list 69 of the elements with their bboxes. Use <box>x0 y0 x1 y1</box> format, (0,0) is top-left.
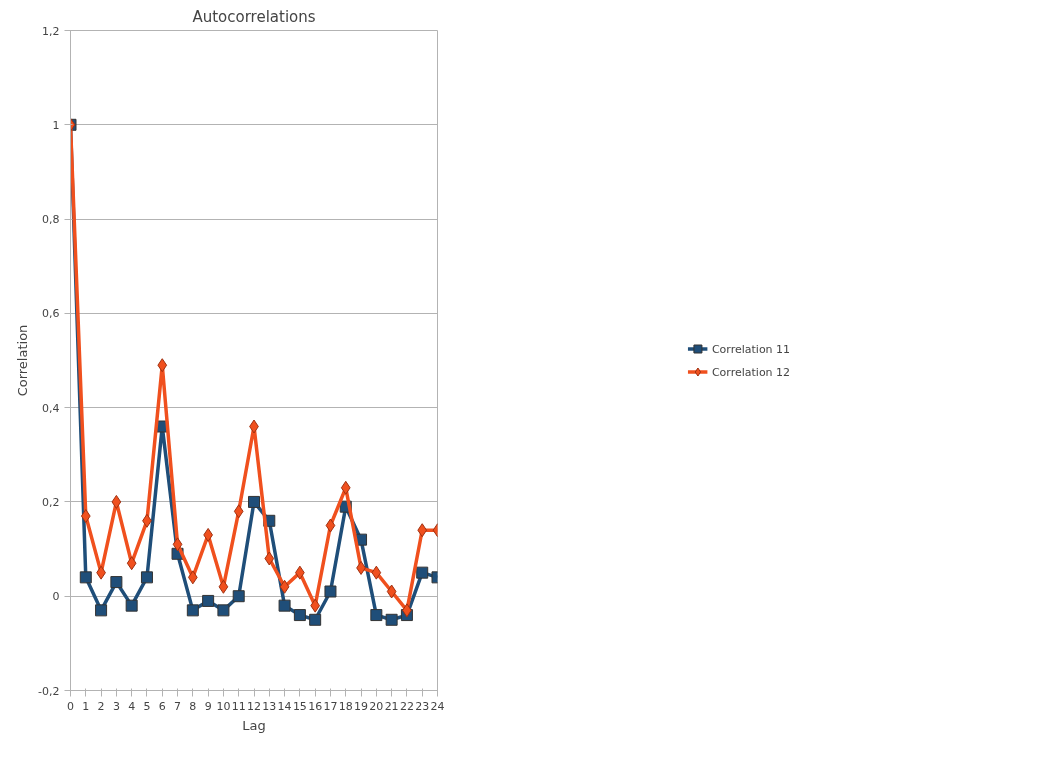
x-tick-label: 3 <box>112 699 120 713</box>
point <box>95 604 108 617</box>
y-tick-label: 1 <box>52 118 60 132</box>
point <box>417 523 428 538</box>
x-tick-label: 9 <box>204 699 212 713</box>
point <box>324 585 337 598</box>
point <box>140 571 153 584</box>
x-tick-label: 4 <box>128 699 136 713</box>
x-tick-label: 24 <box>430 699 445 713</box>
x-tick-label: 14 <box>277 699 292 713</box>
point <box>111 494 122 509</box>
point <box>385 613 398 626</box>
x-tick-label: 19 <box>354 699 369 713</box>
y-tick-label: 0,8 <box>42 213 60 227</box>
x-tick-label: 20 <box>369 699 384 713</box>
point <box>157 358 168 373</box>
x-tick-label: 6 <box>158 699 166 713</box>
point <box>325 518 336 533</box>
point <box>416 566 429 579</box>
point <box>279 579 290 594</box>
legend-label: Correlation 12 <box>711 365 791 378</box>
point <box>340 480 351 495</box>
point <box>233 504 244 519</box>
x-tick-label: 1 <box>82 699 90 713</box>
point <box>217 604 230 617</box>
point <box>80 509 91 524</box>
y-tick-label: 0,2 <box>42 495 60 509</box>
point <box>278 599 291 612</box>
point <box>386 584 397 599</box>
x-tick-label: 22 <box>399 699 414 713</box>
x-tick-label: 12 <box>247 699 261 713</box>
x-tick-label: 13 <box>262 699 277 713</box>
point <box>248 495 260 508</box>
point <box>370 609 383 622</box>
x-axis-title: Lag <box>242 717 266 733</box>
point <box>293 609 306 622</box>
point <box>232 590 245 603</box>
point <box>218 579 229 594</box>
point <box>126 556 137 571</box>
x-tick-label: 17 <box>323 699 338 713</box>
point <box>202 594 215 607</box>
x-tick-label: 10 <box>216 699 231 713</box>
x-tick-label: 11 <box>231 699 246 713</box>
x-tick-label: 21 <box>384 699 399 713</box>
y-tick-label: 1,2 <box>42 24 60 38</box>
x-tick-label: 7 <box>174 699 182 713</box>
point <box>110 576 123 589</box>
x-tick-label: 5 <box>143 699 151 713</box>
x-tick-label: 16 <box>308 699 323 713</box>
chart-title: Autocorrelations <box>192 7 316 26</box>
x-tick-label: 18 <box>338 699 353 713</box>
y-axis-title: Correlation <box>15 324 31 397</box>
point <box>125 599 138 612</box>
y-tick-label: 0,6 <box>42 307 60 321</box>
point <box>172 537 183 552</box>
legend-label: Correlation 11 <box>711 342 791 355</box>
point <box>79 571 92 584</box>
y-tick-label: 0,4 <box>42 401 60 415</box>
point <box>264 551 275 566</box>
y-tick-label: 0 <box>52 590 60 604</box>
x-tick-label: 8 <box>189 699 197 713</box>
x-tick-label: 23 <box>415 699 430 713</box>
x-tick-label: 2 <box>97 699 105 713</box>
x-tick-label: 0 <box>67 699 74 713</box>
point <box>309 613 322 626</box>
point <box>371 565 382 580</box>
x-tick-label: 15 <box>292 699 307 713</box>
y-tick-label: -0,2 <box>38 684 60 698</box>
point <box>186 604 199 617</box>
